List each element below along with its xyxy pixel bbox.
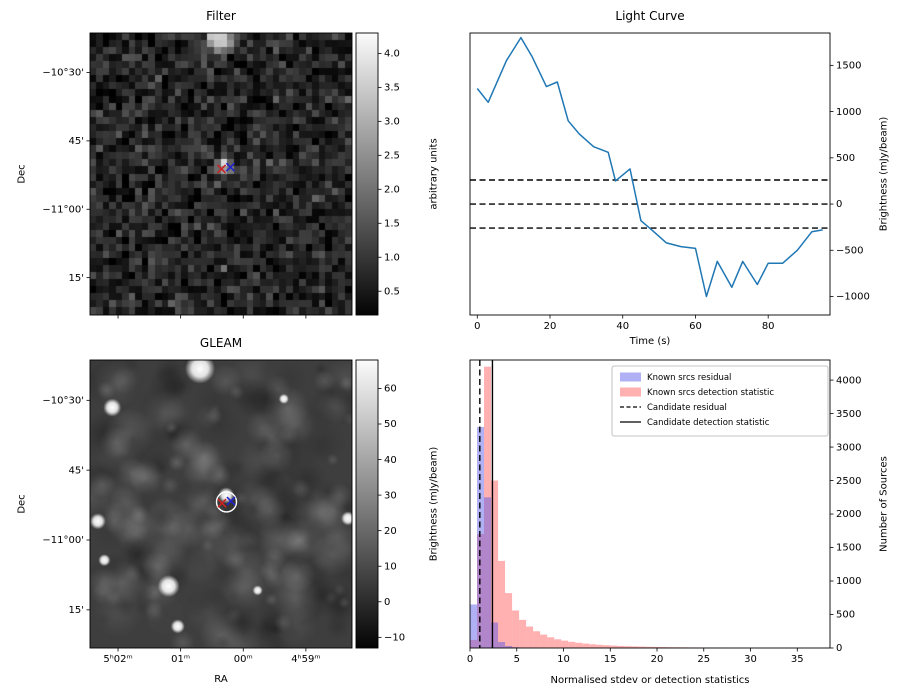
dec-tick-label: 45': [69, 465, 84, 476]
stdev-tick-label: 30: [744, 654, 757, 665]
dec-tick-label: 15': [69, 605, 84, 616]
legend-label: Candidate detection statistic: [647, 418, 770, 428]
colorbar: [355, 32, 379, 316]
legend-swatch-patch: [620, 387, 641, 397]
light-curve-line: [476, 36, 823, 298]
stdev-tick-label: 0: [467, 654, 473, 665]
stdev-tick-label: 35: [791, 654, 804, 665]
colorbar-tick-label: 2.5: [384, 151, 400, 162]
time-tick-label: 0: [474, 321, 480, 332]
dec-tick-label: −10°30': [42, 396, 84, 407]
colorbar-tick-label: 3.5: [384, 83, 400, 94]
gleam-axes: −10°30' 45' −11°00' 15' 5ʰ02ᵐ 01ᵐ 00ᵐ 4ʰ59ᵐ −10 0…: [42, 359, 405, 665]
colorbar-tick-label: 40: [384, 455, 397, 466]
count-tick-label: 1000: [836, 576, 861, 587]
stdev-tick-label: 5: [514, 654, 520, 665]
colorbar-tick-label: 3.0: [384, 117, 400, 128]
light-curve-xlabel-time: Time (s): [629, 336, 671, 347]
source-x-marker: [217, 498, 227, 508]
ra-tick-label: 5ʰ02ᵐ: [103, 654, 132, 665]
colorbar-tick-label: 60: [384, 384, 397, 395]
histogram-axes: 0 5 10 15 20 25 30 35 0 500 1000 1500 2000 2500 3000 35…: [467, 359, 861, 665]
colorbar-tick-label: 1.5: [384, 218, 400, 229]
legend: Known srcs residual Known srcs detection …: [611, 365, 829, 437]
legend-label: Known srcs residual: [647, 373, 731, 383]
gleam-panel-title: GLEAM: [199, 336, 243, 350]
gleam-colorbar-label: Brightness (mJy/beam): [428, 446, 440, 562]
count-tick-label: 2000: [836, 509, 861, 520]
count-tick-label: 1500: [836, 543, 861, 554]
colorbar-tick-label: 1.0: [384, 252, 400, 263]
time-tick-label: 20: [544, 321, 557, 332]
count-tick-label: 3000: [836, 442, 861, 453]
legend-swatch-patch: [620, 372, 641, 382]
colorbar-tick-label: 10: [384, 561, 397, 572]
dec-tick-label: −11°00': [42, 204, 84, 215]
count-tick-label: 0: [836, 643, 842, 654]
histogram-ylabel-sources: Number of Sources: [878, 456, 890, 552]
gleam-ylabel-dec: Dec: [16, 494, 28, 514]
stdev-tick-label: 15: [604, 654, 617, 665]
time-tick-label: 80: [762, 321, 775, 332]
dec-tick-label: −11°00': [42, 535, 84, 546]
count-tick-label: 500: [836, 610, 855, 621]
ra-tick-label: 4ʰ59ᵐ: [291, 654, 320, 665]
light-curve-axes: 0 20 40 60 80 −1000 −500 0 500 1000 1500: [469, 32, 870, 332]
dec-tick-label: 45': [69, 136, 84, 147]
colorbar-tick-label: 30: [384, 490, 397, 501]
colorbar-tick-label: 2.0: [384, 184, 400, 195]
legend-label: Candidate residual: [647, 403, 727, 413]
brightness-tick-label: 1000: [836, 107, 861, 118]
colorbar-tick-label: 50: [384, 419, 397, 430]
count-tick-label: 4000: [836, 375, 861, 386]
brightness-tick-label: 500: [836, 153, 855, 164]
dec-tick-label: −10°30': [42, 68, 84, 79]
ra-tick-label: 00ᵐ: [234, 654, 253, 665]
histogram-xlabel-stdev: Normalised stdev or detection statistics: [550, 675, 750, 686]
count-tick-label: 3500: [836, 409, 861, 420]
source-x-marker: [226, 496, 236, 506]
filter-panel-title: Filter: [206, 9, 236, 23]
dec-tick-label: 15': [69, 273, 84, 284]
legend-label: Known srcs detection statistic: [647, 388, 774, 398]
filter-colorbar-label: arbitrary units: [428, 138, 440, 210]
stdev-tick-label: 25: [697, 654, 710, 665]
colorbar-tick-label: 0: [384, 597, 390, 608]
filter-axes: −10°30' 45' −11°00' 15' 0.5 1.0 1.5 2.0 2.5 3.0 3.…: [42, 32, 400, 319]
filter-heatmap-image: [90, 33, 352, 315]
source-circle-marker: [215, 491, 238, 513]
source-x-marker: [225, 162, 235, 172]
ra-tick-label: 01ᵐ: [171, 654, 190, 665]
brightness-tick-label: −500: [836, 245, 863, 256]
filter-ylabel-dec: Dec: [16, 164, 28, 184]
colorbar-tick-label: 20: [384, 526, 397, 537]
light-curve-panel-title: Light Curve: [615, 9, 685, 23]
light-curve-ylabel-brightness: Brightness (mJy/beam): [878, 116, 890, 232]
brightness-tick-label: 0: [836, 199, 842, 210]
colorbar: [355, 359, 379, 649]
time-tick-label: 40: [616, 321, 629, 332]
time-tick-label: 60: [689, 321, 702, 332]
brightness-tick-label: −1000: [836, 292, 870, 303]
colorbar-tick-label: −10: [384, 633, 405, 644]
colorbar-tick-label: 0.5: [384, 286, 400, 297]
stdev-tick-label: 10: [557, 654, 570, 665]
hist-series: [470, 366, 828, 648]
brightness-tick-label: 1500: [836, 61, 861, 72]
count-tick-label: 2500: [836, 476, 861, 487]
gleam-xlabel-ra: RA: [214, 674, 228, 685]
source-x-marker: [216, 164, 227, 174]
stdev-tick-label: 20: [651, 654, 664, 665]
colorbar-tick-label: 4.0: [384, 49, 400, 60]
